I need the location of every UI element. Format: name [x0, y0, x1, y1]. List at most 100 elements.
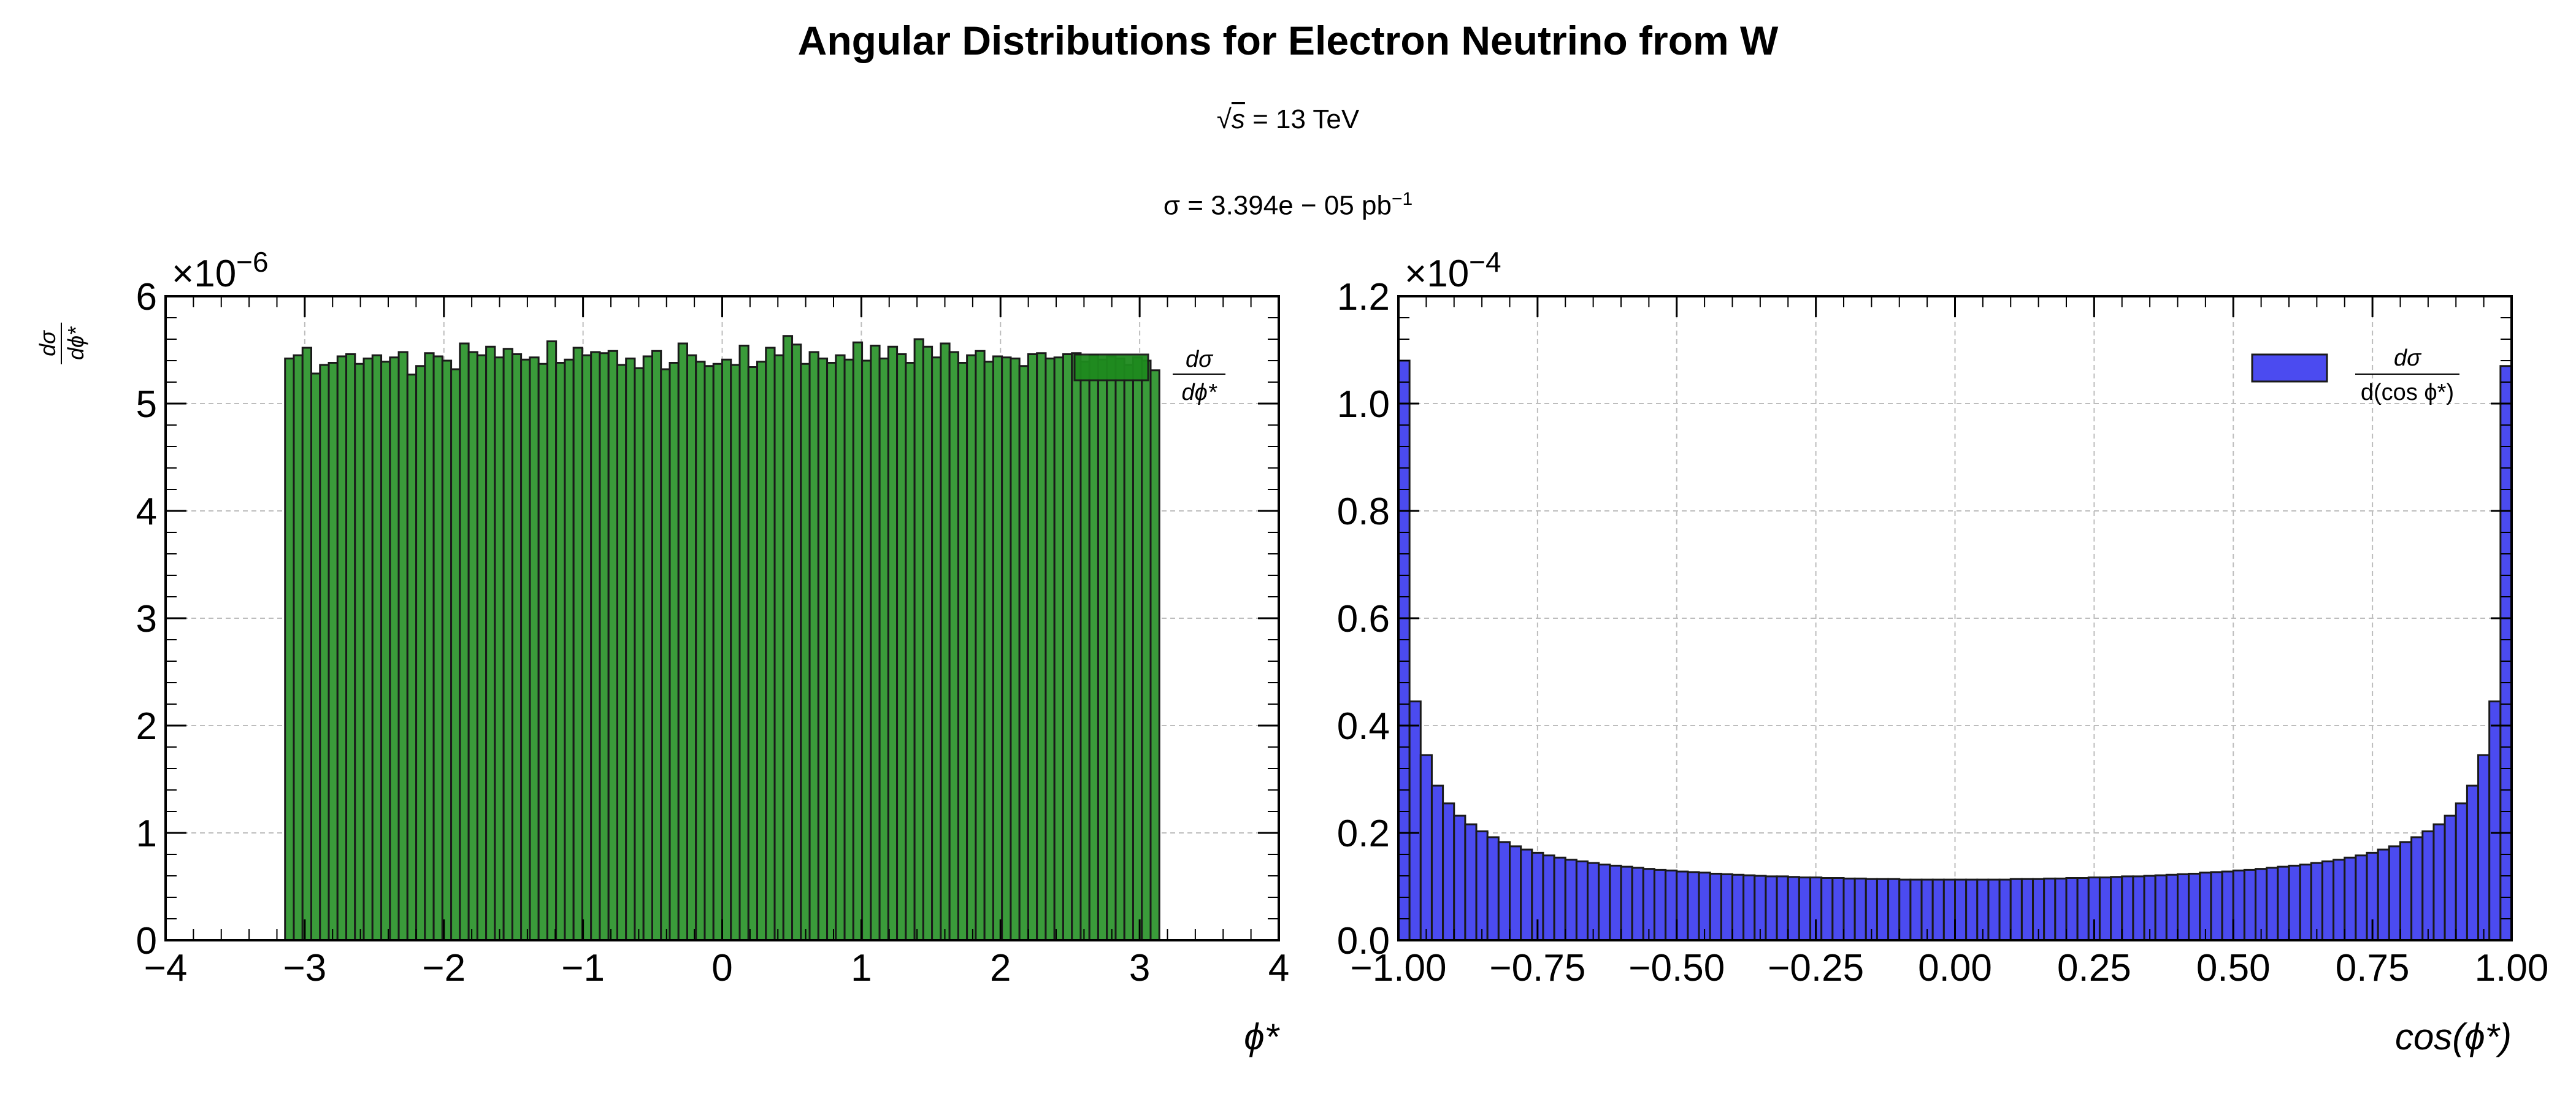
x-tick-label: −4: [144, 947, 188, 989]
histogram-bar: [2266, 867, 2279, 941]
histogram-bar: [2110, 876, 2123, 941]
histogram-bar: [406, 374, 418, 941]
histogram-bar: [703, 365, 715, 941]
histogram-bar: [485, 345, 496, 941]
histogram-bar: [1609, 864, 1622, 941]
histogram-bar: [284, 358, 295, 941]
histogram-bar: [887, 345, 899, 941]
histogram-bar: [843, 358, 854, 941]
histogram-bar: [2321, 860, 2335, 941]
x-tick-label: 1.00: [2475, 947, 2549, 989]
histogram-bar: [992, 355, 1003, 941]
x-axis-label: ϕ*: [1244, 1016, 1279, 1057]
histogram-bar: [599, 352, 610, 941]
histogram-bar: [389, 356, 400, 941]
histogram-bar: [2054, 877, 2068, 941]
histogram-bar: [634, 367, 645, 941]
histogram-bar: [712, 362, 724, 941]
histogram-bar: [616, 364, 627, 941]
histogram-bar: [590, 351, 601, 941]
histogram-bar: [555, 362, 566, 941]
histogram-bar: [1114, 358, 1125, 941]
figure-title: Angular Distributions for Electron Neutr…: [797, 18, 1779, 63]
histogram-bar: [1965, 878, 1979, 941]
histogram-bar: [669, 362, 680, 941]
histogram-bar: [983, 361, 994, 941]
legend-swatch: [1073, 353, 1149, 381]
histogram-bar: [2188, 873, 2201, 941]
histogram-bar: [808, 351, 819, 941]
y-tick-label: 1.2: [1337, 276, 1390, 318]
cos-phi-star-histogram: −1.00 −0.75 −0.50 −0.25 0.00 0.25 0.50 0.75 1.00…: [1337, 246, 2549, 1057]
histogram-bar: [2132, 875, 2145, 941]
histogram-bar: [2232, 869, 2245, 941]
legend-denominator: d(cos ϕ*): [2361, 380, 2454, 405]
histogram-bar: [2043, 877, 2057, 941]
histogram-bar: [2020, 878, 2034, 941]
histogram-bar: [1887, 878, 1901, 941]
histogram-bar: [765, 347, 776, 941]
histogram-bar: [1442, 802, 1455, 941]
histogram-bar: [301, 347, 313, 941]
histogram-bar: [756, 361, 767, 941]
histogram-bar: [1553, 856, 1566, 941]
histogram-bar: [328, 362, 339, 941]
y-axis-label: dσ dϕ*: [35, 323, 88, 364]
histogram-bar: [1475, 830, 1489, 941]
histogram-bar: [1486, 836, 1500, 941]
histogram-bar: [2177, 873, 2190, 941]
histogram-bar: [2444, 815, 2457, 941]
y-label-denominator: dϕ*: [63, 326, 88, 360]
y-label-numerator: dσ: [35, 330, 60, 356]
histogram-bar: [2121, 875, 2134, 941]
x-tick-label: 4: [1268, 947, 1289, 989]
x-tick-label: 0: [711, 947, 732, 989]
histogram-bar: [878, 358, 889, 941]
histogram-bar: [1453, 815, 1466, 941]
histogram-bar: [1931, 878, 1945, 941]
histogram-bar: [1998, 878, 2012, 941]
histogram-bar: [319, 364, 330, 941]
histogram-bar: [354, 362, 365, 941]
x-tick-label: −2: [422, 947, 466, 989]
x-tick-label: 3: [1129, 947, 1150, 989]
histogram-bar: [380, 361, 391, 941]
histogram-bar: [2421, 830, 2435, 941]
histogram-bar: [336, 355, 348, 941]
histogram-bar: [651, 350, 662, 941]
y-tick-label: 0: [136, 920, 157, 962]
histogram-bar: [502, 348, 513, 941]
x-tick-label: 0.75: [2336, 947, 2410, 989]
histogram-bar: [397, 351, 408, 941]
histogram-bar: [738, 345, 749, 941]
histogram-bar: [826, 362, 837, 941]
histogram-bar: [1097, 358, 1108, 941]
histogram-bar: [782, 335, 794, 941]
histogram-bar: [450, 368, 461, 941]
histogram-bar: [572, 347, 583, 941]
histogram-bar: [2432, 823, 2446, 941]
histogram-bar: [1123, 364, 1134, 941]
y-tick-label: 3: [136, 598, 157, 640]
histogram-bar: [948, 351, 959, 941]
histogram-bar: [800, 362, 811, 941]
histogram-bar: [2243, 868, 2257, 941]
histogram-bar: [1053, 356, 1064, 941]
histogram-bar: [467, 351, 478, 941]
histogram-bar: [1430, 784, 1444, 941]
histogram-bar: [1149, 369, 1160, 941]
histogram-bar: [2098, 876, 2112, 941]
histogram-bar: [1141, 359, 1152, 941]
y-tick-label: 5: [136, 383, 157, 426]
histogram-bar: [2388, 845, 2402, 941]
histogram-bar: [975, 350, 986, 941]
histogram-bar: [2277, 865, 2290, 941]
y-tick-label: 0.0: [1337, 920, 1390, 962]
x-tick-label: −0.75: [1489, 947, 1585, 989]
histogram-bar: [1831, 877, 1845, 941]
x-tick-label: 2: [990, 947, 1011, 989]
histogram-bar: [424, 352, 435, 941]
histogram-bar: [2221, 870, 2234, 941]
y-axis-multiplier: ×10−6: [172, 246, 269, 295]
